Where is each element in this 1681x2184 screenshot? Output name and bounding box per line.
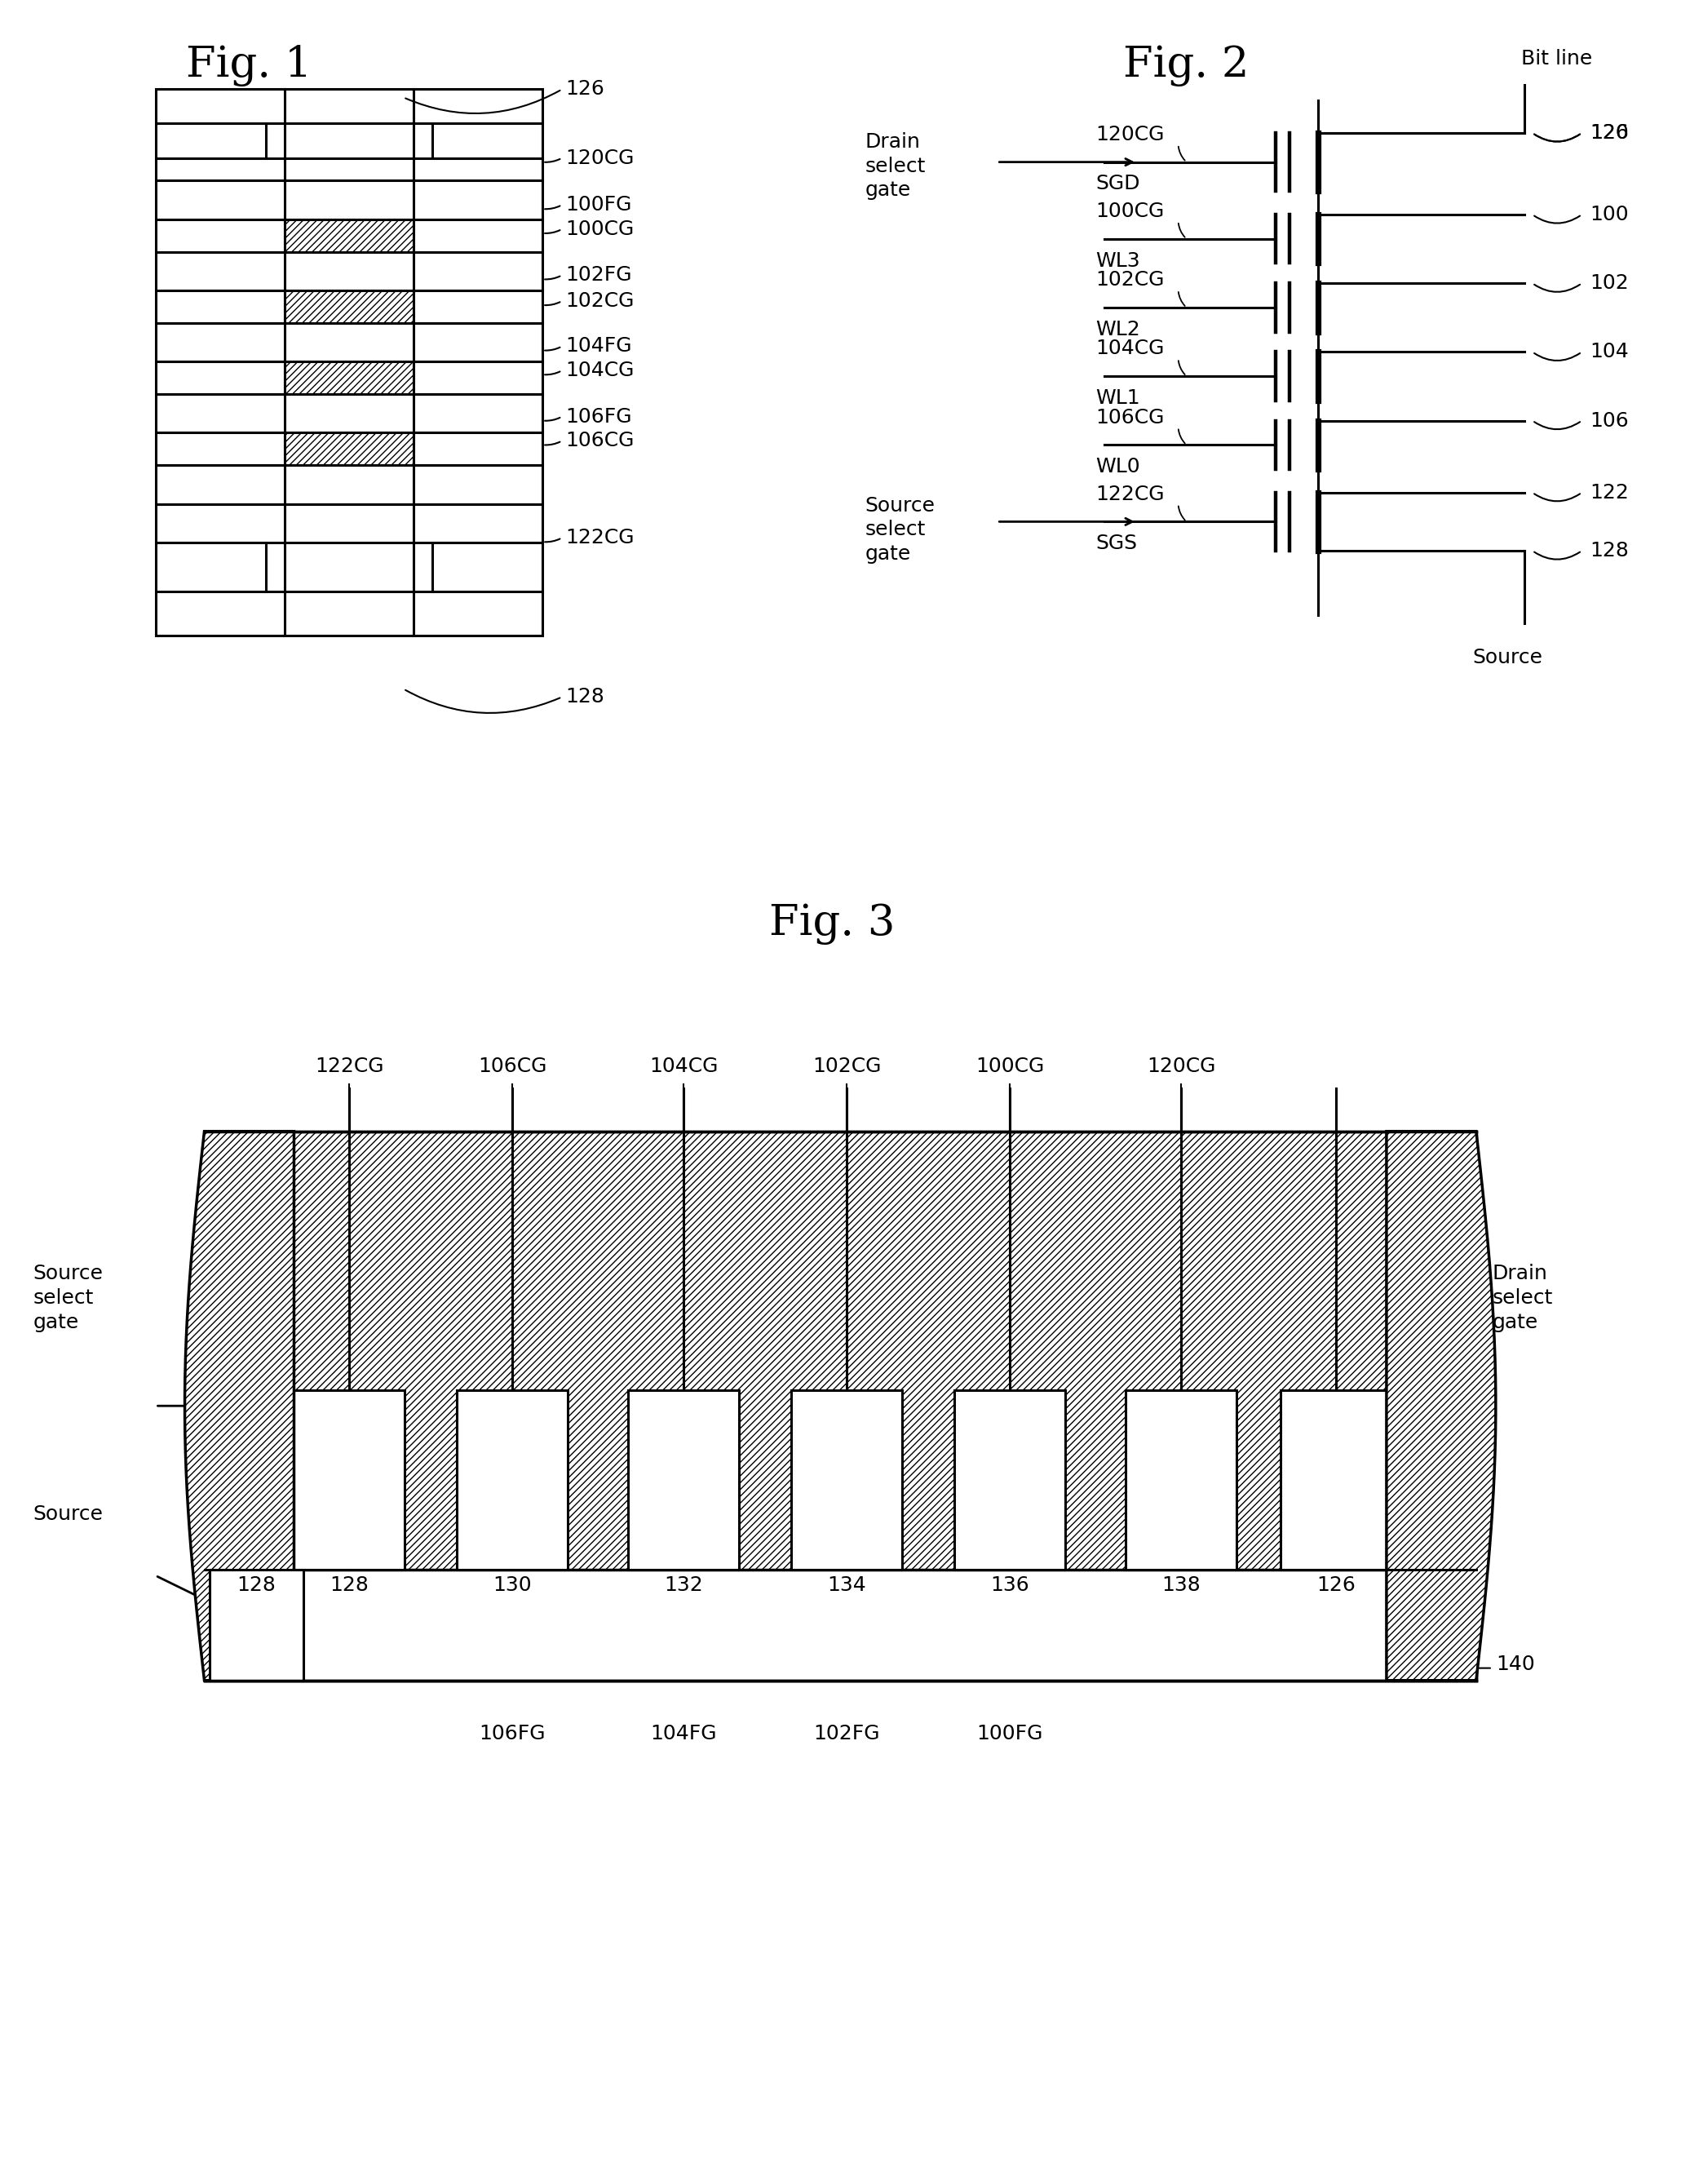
- Text: 104CG: 104CG: [1096, 339, 1165, 358]
- Bar: [156, 251, 543, 290]
- Bar: [1281, 1391, 1392, 1570]
- Text: Fig. 1: Fig. 1: [187, 46, 311, 87]
- Bar: [156, 363, 284, 393]
- Text: SGS: SGS: [1096, 533, 1138, 553]
- Text: 126: 126: [1590, 122, 1629, 142]
- Text: 104CG: 104CG: [566, 360, 635, 380]
- Text: 102CG: 102CG: [566, 290, 635, 310]
- Bar: [955, 1391, 1066, 1570]
- Bar: [208, 1570, 304, 1679]
- Text: 106CG: 106CG: [566, 430, 635, 450]
- Text: 126: 126: [566, 79, 605, 98]
- Text: 130: 130: [493, 1575, 531, 1594]
- Bar: [284, 218, 414, 251]
- Text: Source
select
gate: Source select gate: [34, 1265, 103, 1332]
- Text: 102: 102: [1590, 273, 1629, 293]
- Text: 136: 136: [990, 1575, 1029, 1594]
- Text: 106CG: 106CG: [1096, 408, 1165, 428]
- Text: 120CG: 120CG: [1146, 1057, 1215, 1077]
- Bar: [284, 290, 414, 323]
- Bar: [414, 432, 543, 465]
- Text: 100: 100: [1590, 205, 1629, 225]
- Bar: [156, 290, 284, 323]
- Bar: [457, 1391, 568, 1570]
- Text: 104CG: 104CG: [649, 1057, 718, 1077]
- Text: SGD: SGD: [1096, 175, 1140, 194]
- Text: 100CG: 100CG: [975, 1057, 1044, 1077]
- Text: 102FG: 102FG: [814, 1723, 881, 1743]
- Text: Source: Source: [1473, 649, 1543, 668]
- Text: 100CG: 100CG: [566, 218, 634, 238]
- Text: Fig. 3: Fig. 3: [770, 902, 894, 946]
- Text: 104: 104: [1590, 343, 1629, 363]
- Text: 106FG: 106FG: [566, 406, 632, 426]
- Text: 122CG: 122CG: [314, 1057, 383, 1077]
- Bar: [156, 157, 543, 181]
- Bar: [294, 1391, 405, 1570]
- Bar: [284, 363, 414, 393]
- Text: 104FG: 104FG: [566, 336, 632, 356]
- Text: 128: 128: [1590, 542, 1629, 561]
- Bar: [205, 1131, 1476, 1679]
- Text: 122CG: 122CG: [566, 529, 635, 548]
- Text: 100CG: 100CG: [1096, 201, 1165, 221]
- Bar: [156, 181, 543, 218]
- Text: 106CG: 106CG: [477, 1057, 546, 1077]
- Bar: [629, 1391, 740, 1570]
- Text: WL2: WL2: [1096, 319, 1140, 339]
- Polygon shape: [1387, 1131, 1496, 1679]
- Text: 138: 138: [1162, 1575, 1200, 1594]
- Text: 140: 140: [1496, 1655, 1535, 1675]
- Bar: [414, 363, 543, 393]
- Text: 102CG: 102CG: [812, 1057, 881, 1077]
- Text: 102CG: 102CG: [1096, 271, 1165, 290]
- Text: Drain
select
gate: Drain select gate: [1493, 1265, 1553, 1332]
- Text: 122CG: 122CG: [1096, 485, 1165, 505]
- Text: 128: 128: [237, 1575, 276, 1594]
- Text: 132: 132: [664, 1575, 703, 1594]
- Bar: [156, 505, 543, 542]
- Bar: [284, 432, 414, 465]
- Text: 128: 128: [566, 688, 605, 708]
- Text: 126: 126: [1316, 1575, 1355, 1594]
- Bar: [156, 323, 543, 363]
- Bar: [1126, 1391, 1237, 1570]
- Polygon shape: [185, 1131, 294, 1679]
- Text: 120: 120: [1590, 122, 1629, 142]
- Text: 120CG: 120CG: [566, 149, 635, 168]
- Bar: [156, 218, 284, 251]
- Text: Drain
select
gate: Drain select gate: [866, 131, 926, 201]
- Text: Source
select
gate: Source select gate: [866, 496, 935, 563]
- Text: 106FG: 106FG: [479, 1723, 546, 1743]
- Text: WL1: WL1: [1096, 389, 1140, 408]
- Bar: [205, 1570, 1476, 1679]
- Text: WL3: WL3: [1096, 251, 1140, 271]
- Bar: [156, 393, 543, 432]
- Text: 128: 128: [329, 1575, 368, 1594]
- Bar: [414, 290, 543, 323]
- Text: 106: 106: [1590, 411, 1629, 430]
- Bar: [205, 1131, 1476, 1679]
- Polygon shape: [156, 90, 543, 157]
- Text: 100FG: 100FG: [566, 194, 632, 214]
- Bar: [414, 218, 543, 251]
- Text: WL0: WL0: [1096, 456, 1140, 476]
- Bar: [156, 465, 543, 505]
- Text: Fig. 2: Fig. 2: [1123, 46, 1249, 87]
- Polygon shape: [156, 542, 543, 636]
- Text: 120CG: 120CG: [1096, 124, 1165, 144]
- Text: Source: Source: [34, 1505, 103, 1524]
- Text: 102FG: 102FG: [566, 266, 632, 284]
- Text: 104FG: 104FG: [651, 1723, 718, 1743]
- Text: Bit line: Bit line: [1521, 48, 1592, 68]
- Text: 100FG: 100FG: [977, 1723, 1042, 1743]
- Bar: [792, 1391, 903, 1570]
- Bar: [156, 432, 284, 465]
- Text: 134: 134: [827, 1575, 866, 1594]
- Text: 122: 122: [1590, 483, 1629, 502]
